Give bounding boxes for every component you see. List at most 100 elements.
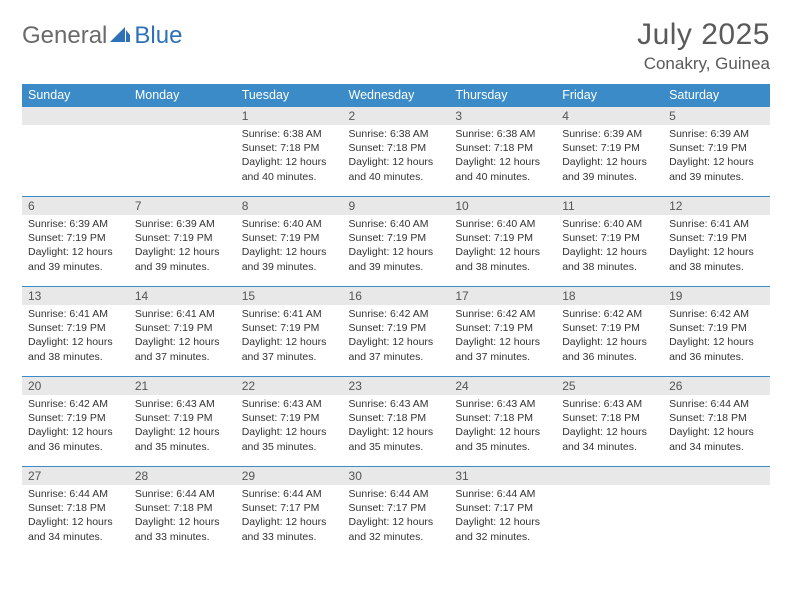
sunrise-text: Sunrise: 6:44 AM: [455, 487, 550, 501]
day-details: Sunrise: 6:44 AMSunset: 7:18 PMDaylight:…: [663, 395, 770, 458]
sunrise-text: Sunrise: 6:39 AM: [669, 127, 764, 141]
sunrise-text: Sunrise: 6:44 AM: [28, 487, 123, 501]
day-number: 21: [129, 377, 236, 395]
calendar-cell: 23Sunrise: 6:43 AMSunset: 7:18 PMDayligh…: [343, 377, 450, 467]
sunset-text: Sunset: 7:19 PM: [455, 231, 550, 245]
daylight-text: Daylight: 12 hours and 32 minutes.: [455, 515, 550, 543]
day-number: 14: [129, 287, 236, 305]
sunrise-text: Sunrise: 6:44 AM: [135, 487, 230, 501]
day-number: 3: [449, 107, 556, 125]
sunset-text: Sunset: 7:19 PM: [28, 411, 123, 425]
calendar-cell: 16Sunrise: 6:42 AMSunset: 7:19 PMDayligh…: [343, 287, 450, 377]
daylight-text: Daylight: 12 hours and 37 minutes.: [349, 335, 444, 363]
day-number: 8: [236, 197, 343, 215]
sunrise-text: Sunrise: 6:42 AM: [669, 307, 764, 321]
sunset-text: Sunset: 7:19 PM: [349, 231, 444, 245]
daylight-text: Daylight: 12 hours and 36 minutes.: [562, 335, 657, 363]
calendar-cell: 18Sunrise: 6:42 AMSunset: 7:19 PMDayligh…: [556, 287, 663, 377]
day-details: Sunrise: 6:43 AMSunset: 7:18 PMDaylight:…: [343, 395, 450, 458]
day-number: 29: [236, 467, 343, 485]
daylight-text: Daylight: 12 hours and 38 minutes.: [28, 335, 123, 363]
sunset-text: Sunset: 7:19 PM: [669, 231, 764, 245]
day-details: Sunrise: 6:39 AMSunset: 7:19 PMDaylight:…: [663, 125, 770, 188]
calendar-cell: 24Sunrise: 6:43 AMSunset: 7:18 PMDayligh…: [449, 377, 556, 467]
day-number: 7: [129, 197, 236, 215]
sunset-text: Sunset: 7:19 PM: [242, 411, 337, 425]
calendar-cell: 20Sunrise: 6:42 AMSunset: 7:19 PMDayligh…: [22, 377, 129, 467]
day-number: 1: [236, 107, 343, 125]
sunrise-text: Sunrise: 6:41 AM: [135, 307, 230, 321]
day-details: Sunrise: 6:44 AMSunset: 7:18 PMDaylight:…: [129, 485, 236, 548]
sunset-text: Sunset: 7:19 PM: [455, 321, 550, 335]
daylight-text: Daylight: 12 hours and 38 minutes.: [669, 245, 764, 273]
weekday-header: Tuesday: [236, 84, 343, 107]
day-details: Sunrise: 6:44 AMSunset: 7:17 PMDaylight:…: [236, 485, 343, 548]
sunrise-text: Sunrise: 6:41 AM: [28, 307, 123, 321]
day-details: Sunrise: 6:42 AMSunset: 7:19 PMDaylight:…: [449, 305, 556, 368]
day-details: Sunrise: 6:43 AMSunset: 7:18 PMDaylight:…: [449, 395, 556, 458]
day-number-bar-empty: [556, 467, 663, 485]
sunrise-text: Sunrise: 6:43 AM: [455, 397, 550, 411]
sunset-text: Sunset: 7:19 PM: [28, 231, 123, 245]
day-details: Sunrise: 6:42 AMSunset: 7:19 PMDaylight:…: [343, 305, 450, 368]
calendar-cell: 27Sunrise: 6:44 AMSunset: 7:18 PMDayligh…: [22, 467, 129, 557]
sunrise-text: Sunrise: 6:43 AM: [349, 397, 444, 411]
sunset-text: Sunset: 7:19 PM: [669, 141, 764, 155]
daylight-text: Daylight: 12 hours and 35 minutes.: [455, 425, 550, 453]
sunrise-text: Sunrise: 6:42 AM: [28, 397, 123, 411]
day-details: Sunrise: 6:39 AMSunset: 7:19 PMDaylight:…: [556, 125, 663, 188]
sunset-text: Sunset: 7:18 PM: [135, 501, 230, 515]
day-details: Sunrise: 6:38 AMSunset: 7:18 PMDaylight:…: [343, 125, 450, 188]
sunrise-text: Sunrise: 6:44 AM: [242, 487, 337, 501]
month-title: July 2025: [637, 18, 770, 52]
day-details: Sunrise: 6:44 AMSunset: 7:17 PMDaylight:…: [343, 485, 450, 548]
weekday-header: Saturday: [663, 84, 770, 107]
calendar-cell: 17Sunrise: 6:42 AMSunset: 7:19 PMDayligh…: [449, 287, 556, 377]
daylight-text: Daylight: 12 hours and 36 minutes.: [669, 335, 764, 363]
sunset-text: Sunset: 7:18 PM: [669, 411, 764, 425]
calendar-cell: 3Sunrise: 6:38 AMSunset: 7:18 PMDaylight…: [449, 107, 556, 197]
day-number: 13: [22, 287, 129, 305]
day-details: Sunrise: 6:40 AMSunset: 7:19 PMDaylight:…: [236, 215, 343, 278]
calendar-cell: 12Sunrise: 6:41 AMSunset: 7:19 PMDayligh…: [663, 197, 770, 287]
calendar-cell: 26Sunrise: 6:44 AMSunset: 7:18 PMDayligh…: [663, 377, 770, 467]
sunrise-text: Sunrise: 6:43 AM: [242, 397, 337, 411]
daylight-text: Daylight: 12 hours and 36 minutes.: [28, 425, 123, 453]
day-details: Sunrise: 6:43 AMSunset: 7:19 PMDaylight:…: [236, 395, 343, 458]
daylight-text: Daylight: 12 hours and 35 minutes.: [349, 425, 444, 453]
sunset-text: Sunset: 7:17 PM: [349, 501, 444, 515]
day-number: 12: [663, 197, 770, 215]
weekday-header: Monday: [129, 84, 236, 107]
day-details: Sunrise: 6:40 AMSunset: 7:19 PMDaylight:…: [556, 215, 663, 278]
sunset-text: Sunset: 7:19 PM: [669, 321, 764, 335]
calendar-row: 20Sunrise: 6:42 AMSunset: 7:19 PMDayligh…: [22, 377, 770, 467]
sunrise-text: Sunrise: 6:42 AM: [562, 307, 657, 321]
brand-part1: General: [22, 22, 107, 50]
calendar-cell: 1Sunrise: 6:38 AMSunset: 7:18 PMDaylight…: [236, 107, 343, 197]
calendar-cell: 10Sunrise: 6:40 AMSunset: 7:19 PMDayligh…: [449, 197, 556, 287]
sunrise-text: Sunrise: 6:39 AM: [562, 127, 657, 141]
day-details: Sunrise: 6:44 AMSunset: 7:18 PMDaylight:…: [22, 485, 129, 548]
weekday-header: Thursday: [449, 84, 556, 107]
daylight-text: Daylight: 12 hours and 39 minutes.: [28, 245, 123, 273]
title-block: July 2025 Conakry, Guinea: [637, 18, 770, 74]
day-details: Sunrise: 6:41 AMSunset: 7:19 PMDaylight:…: [236, 305, 343, 368]
sunrise-text: Sunrise: 6:42 AM: [349, 307, 444, 321]
day-details: Sunrise: 6:41 AMSunset: 7:19 PMDaylight:…: [129, 305, 236, 368]
sunset-text: Sunset: 7:19 PM: [562, 231, 657, 245]
day-number-bar-empty: [129, 107, 236, 125]
sunset-text: Sunset: 7:18 PM: [28, 501, 123, 515]
day-number: 16: [343, 287, 450, 305]
calendar-cell: 7Sunrise: 6:39 AMSunset: 7:19 PMDaylight…: [129, 197, 236, 287]
calendar-cell: 13Sunrise: 6:41 AMSunset: 7:19 PMDayligh…: [22, 287, 129, 377]
sunrise-text: Sunrise: 6:38 AM: [349, 127, 444, 141]
weekday-header-row: Sunday Monday Tuesday Wednesday Thursday…: [22, 84, 770, 107]
calendar-row: 6Sunrise: 6:39 AMSunset: 7:19 PMDaylight…: [22, 197, 770, 287]
day-number: 4: [556, 107, 663, 125]
day-details: Sunrise: 6:41 AMSunset: 7:19 PMDaylight:…: [22, 305, 129, 368]
day-details: Sunrise: 6:39 AMSunset: 7:19 PMDaylight:…: [22, 215, 129, 278]
day-number: 17: [449, 287, 556, 305]
daylight-text: Daylight: 12 hours and 32 minutes.: [349, 515, 444, 543]
brand-logo: General Blue: [22, 18, 182, 50]
day-number: 18: [556, 287, 663, 305]
